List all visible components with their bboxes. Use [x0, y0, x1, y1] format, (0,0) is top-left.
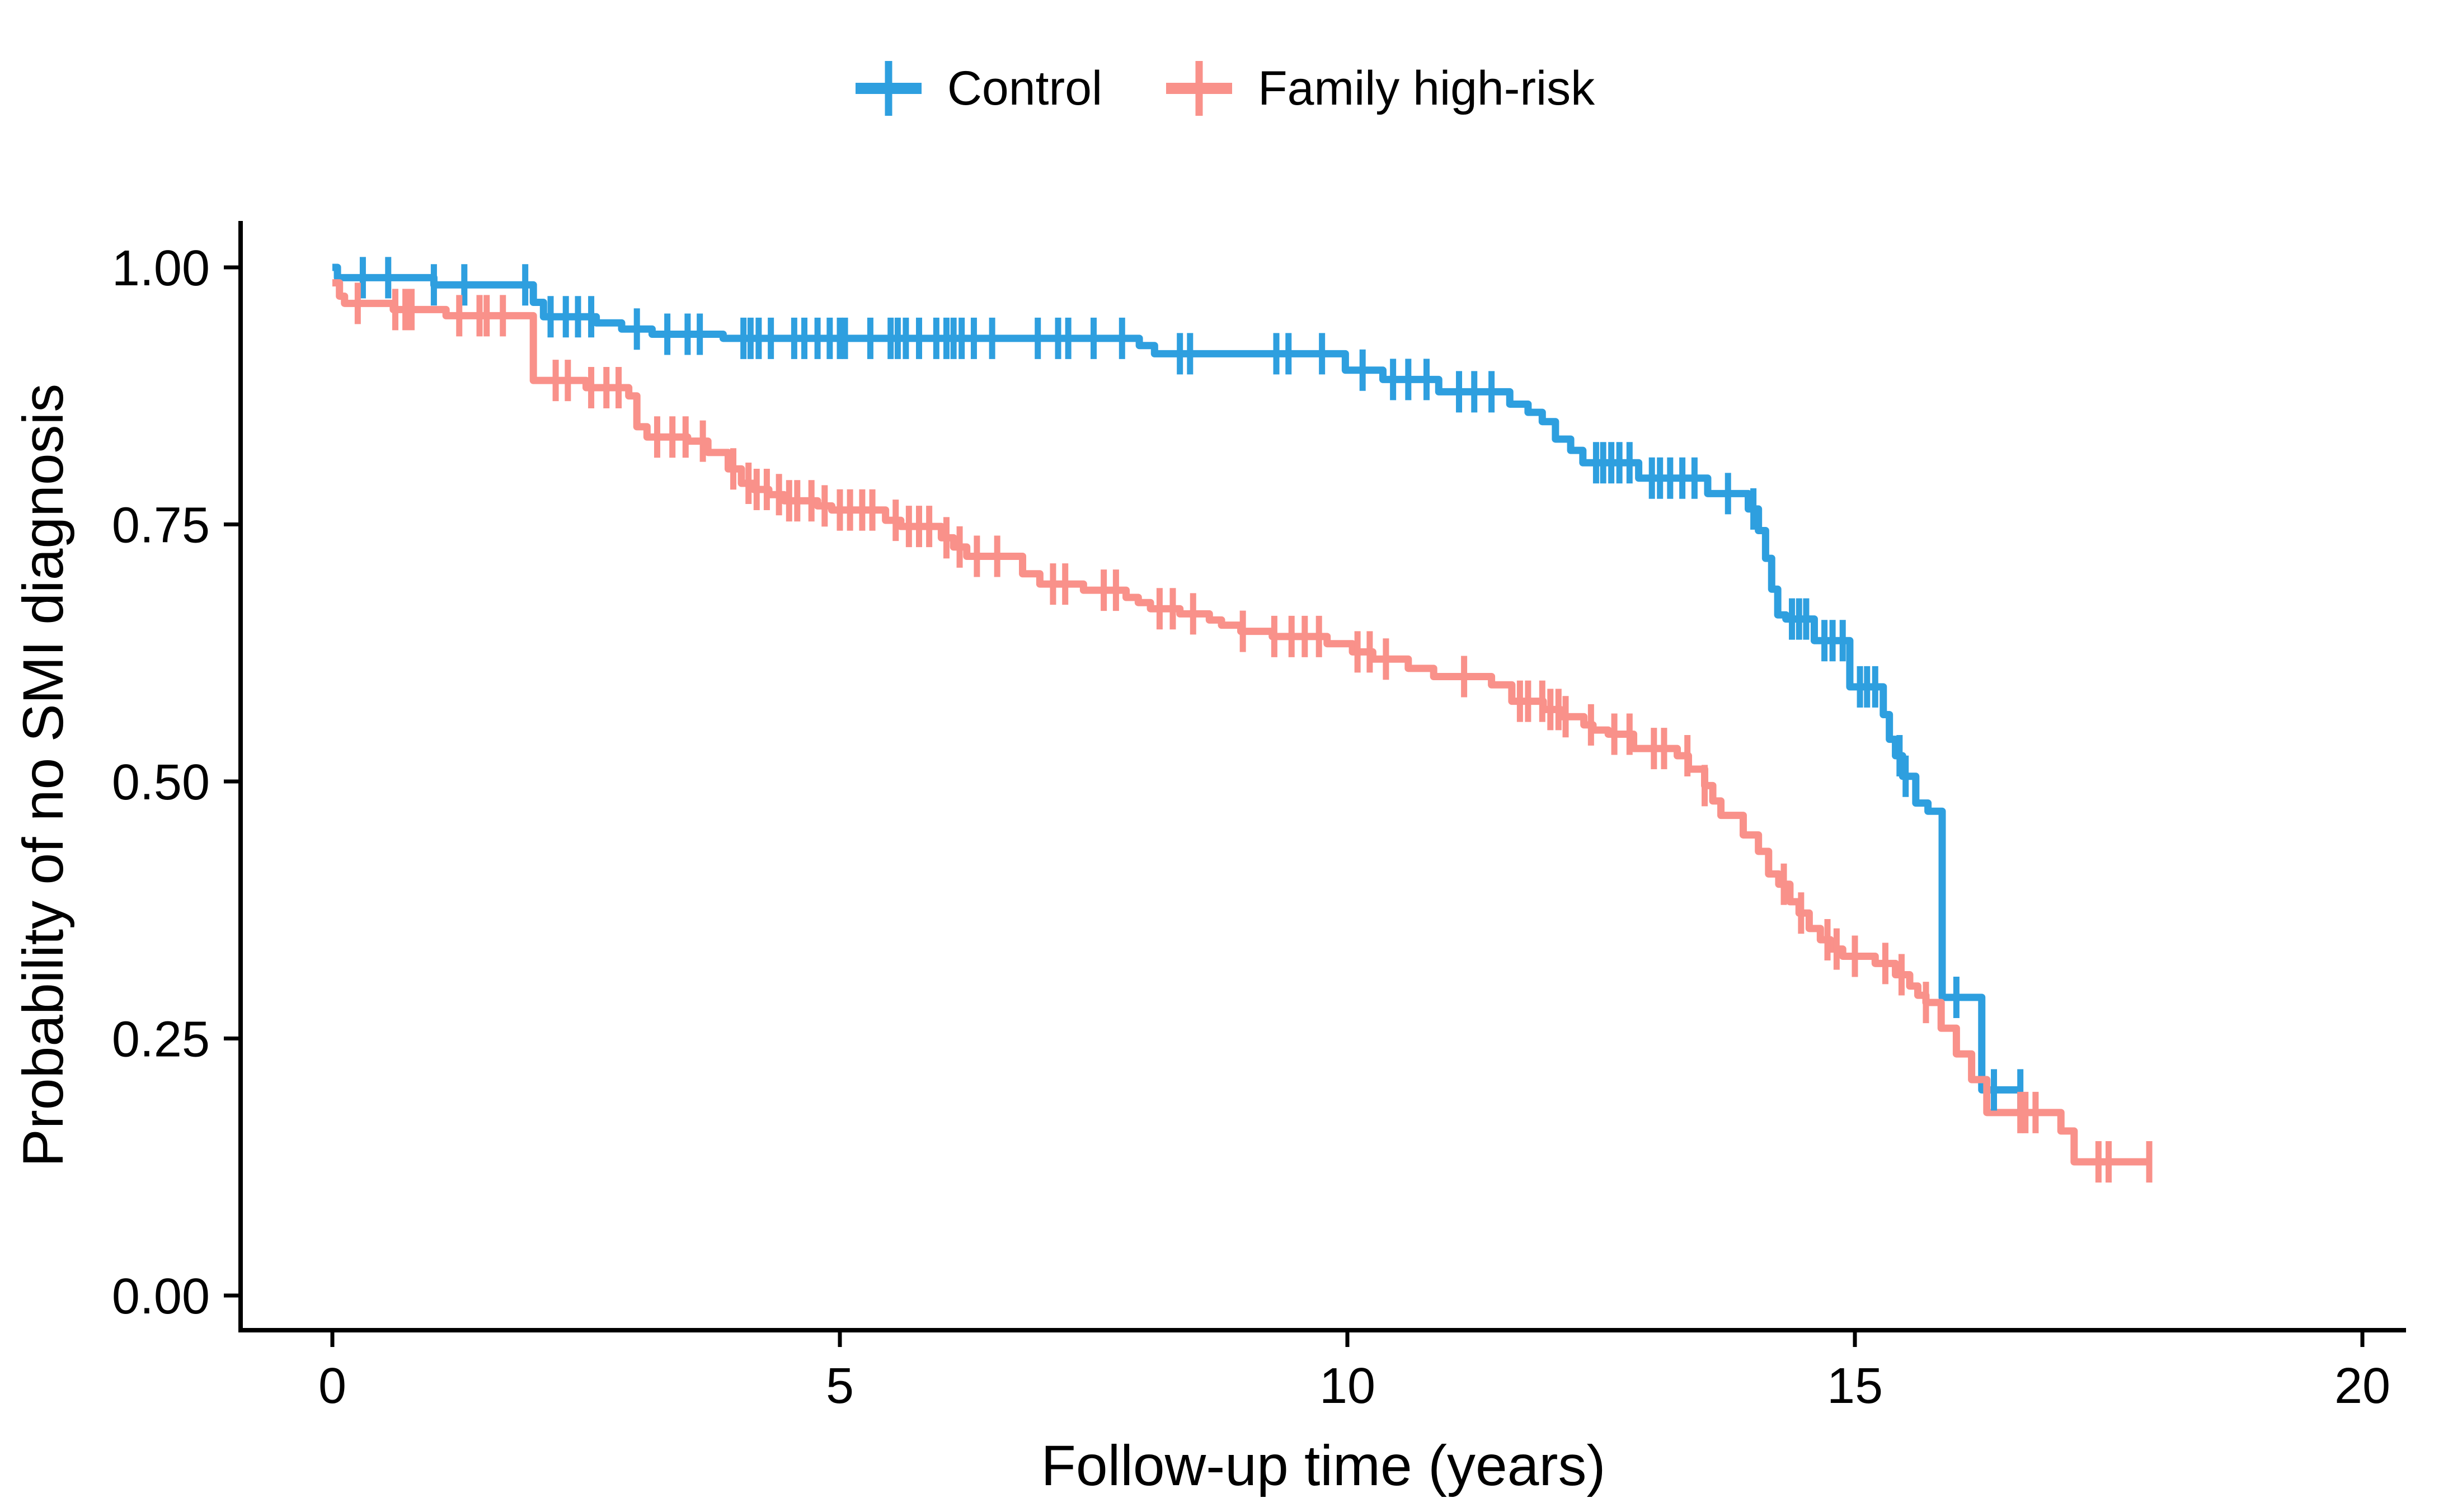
svg-text:5: 5: [826, 1358, 854, 1414]
svg-text:1.00: 1.00: [112, 241, 210, 296]
svg-text:0.25: 0.25: [112, 1012, 210, 1068]
x-axis-title: Follow-up time (years): [1041, 1434, 1606, 1497]
svg-text:20: 20: [2334, 1358, 2390, 1414]
tick-labels: 0.00 0.25 0.50 0.75 1.00 0 5 10 15 20: [112, 241, 2390, 1414]
svg-text:0: 0: [318, 1358, 346, 1414]
control-censor-plus-icon: [855, 61, 922, 116]
legend-item-control: Control: [853, 53, 1102, 124]
svg-text:0.50: 0.50: [112, 755, 210, 811]
svg-text:0.75: 0.75: [112, 498, 210, 554]
family-high-risk-censor-plus-icon: [1166, 61, 1233, 116]
svg-text:10: 10: [1319, 1358, 1375, 1414]
y-axis-title: Probability of no SMI diagnosis: [11, 384, 75, 1167]
legend-label-family-high-risk: Family high-risk: [1258, 62, 1595, 115]
legend-label-control: Control: [947, 62, 1103, 115]
legend: Control Family high-risk: [0, 53, 2448, 124]
censor-marks: [354, 257, 2153, 1183]
legend-item-family-high-risk: Family high-risk: [1164, 53, 1595, 124]
axes: [224, 221, 2406, 1347]
svg-text:0.00: 0.00: [112, 1269, 210, 1325]
svg-text:15: 15: [1827, 1358, 1883, 1414]
